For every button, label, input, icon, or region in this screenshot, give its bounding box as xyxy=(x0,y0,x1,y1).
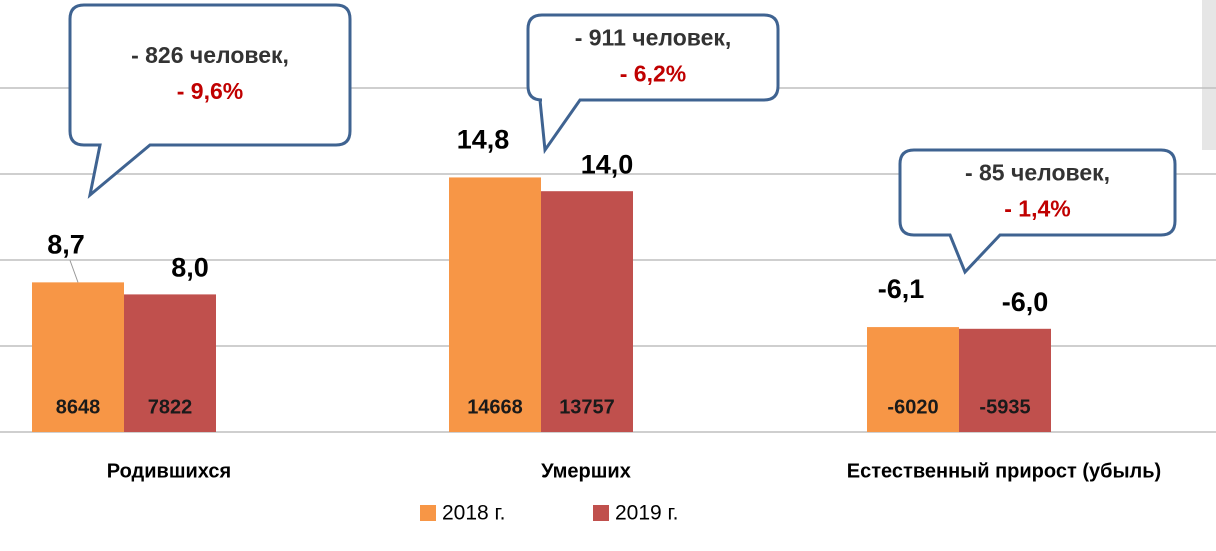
callout-line2: - 9,6% xyxy=(177,78,243,104)
value-label: 14,0 xyxy=(581,149,634,179)
count-label: 13757 xyxy=(559,396,615,418)
value-label: 14,8 xyxy=(457,125,510,155)
count-label: -5935 xyxy=(979,396,1030,418)
value-label: -6,0 xyxy=(1002,287,1049,317)
bar xyxy=(449,177,541,432)
x-tick-label: Естественный прирост (убыль) xyxy=(847,460,1161,482)
bar xyxy=(32,282,124,432)
count-label: 14668 xyxy=(467,396,523,418)
callout-line1: - 85 человек, xyxy=(965,160,1110,186)
callout-line1: - 826 человек, xyxy=(131,42,289,68)
legend-swatch xyxy=(420,505,436,521)
side-shadow xyxy=(1202,0,1216,150)
leader-line xyxy=(69,260,79,283)
count-label: 8648 xyxy=(56,396,101,418)
callout-line2: - 6,2% xyxy=(620,61,686,87)
callout xyxy=(898,148,1177,275)
count-label: -6020 xyxy=(887,396,938,418)
x-tick-label: Родившихся xyxy=(107,460,231,482)
value-label: 8,7 xyxy=(47,229,85,259)
legend-label: 2019 г. xyxy=(615,502,678,525)
legend-label: 2018 г. xyxy=(442,502,505,525)
x-tick-label: Умерших xyxy=(541,460,631,482)
legend-swatch xyxy=(593,505,609,521)
count-label: 7822 xyxy=(148,396,193,418)
bar xyxy=(124,294,216,432)
value-label: -6,1 xyxy=(878,274,925,304)
bar xyxy=(541,191,633,432)
bar xyxy=(867,327,959,432)
callout xyxy=(526,13,780,155)
callout-line1: - 911 человек, xyxy=(575,25,732,51)
callout-line2: - 1,4% xyxy=(1004,196,1070,222)
value-label: 8,0 xyxy=(171,253,209,283)
bar xyxy=(959,328,1051,432)
callout xyxy=(68,3,352,199)
